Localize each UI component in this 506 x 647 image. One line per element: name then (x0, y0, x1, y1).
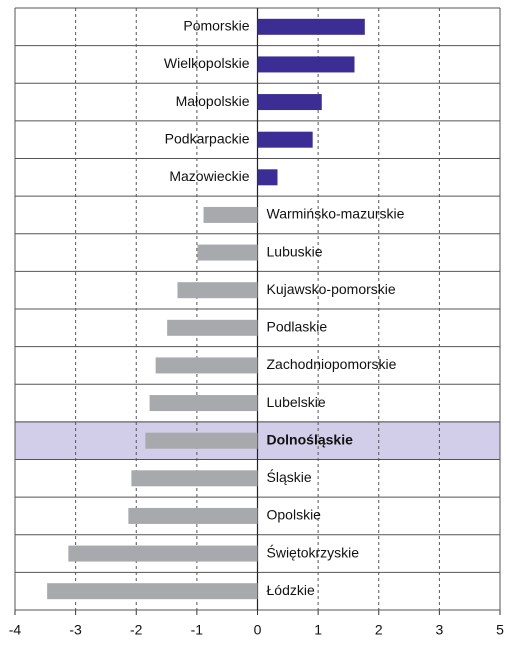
bar (145, 432, 258, 449)
x-tick-label: 1 (314, 622, 322, 638)
bar (203, 206, 258, 223)
category-label: Wielkopolskie (164, 55, 250, 71)
x-tick-label: 5 (496, 622, 504, 638)
bar (257, 56, 355, 73)
category-label: Małopolskie (176, 93, 250, 109)
bar (177, 282, 258, 299)
x-tick-label: -2 (130, 622, 143, 638)
x-tick-label: 3 (435, 622, 443, 638)
bar (197, 244, 258, 261)
bar (257, 94, 322, 111)
bar (128, 507, 258, 524)
bar (257, 131, 313, 148)
category-label: Łódzkie (267, 582, 315, 598)
category-label: Zachodniopomorskie (267, 356, 397, 372)
category-label: Mazowieckie (169, 168, 249, 184)
category-label: Opolskie (267, 507, 322, 523)
category-label: Śląskie (267, 468, 312, 485)
category-label: Podkarpackie (165, 130, 250, 146)
category-label: Kujawsko-pomorskie (267, 281, 396, 297)
bar (47, 583, 258, 600)
x-tick-label: -3 (69, 622, 82, 638)
category-label: Warmińsko-mazurskie (267, 206, 405, 222)
bar (257, 169, 278, 186)
x-tick-label: -1 (191, 622, 204, 638)
bar (68, 545, 258, 562)
x-tick-label: -4 (9, 622, 22, 638)
bar (257, 18, 365, 35)
x-tick-label: 2 (375, 622, 383, 638)
x-tick-label: 0 (254, 622, 262, 638)
category-label: Świętokrzyskie (267, 543, 360, 560)
bar (149, 395, 258, 412)
bar (131, 470, 258, 487)
bar (167, 319, 258, 336)
category-label: Lubelskie (267, 394, 326, 410)
category-label: Lubuskie (267, 243, 323, 259)
category-label: Dolnośląskie (267, 431, 354, 447)
category-label: Pomorskie (183, 18, 249, 34)
bar (155, 357, 258, 374)
category-label: Podlaskie (267, 319, 328, 335)
